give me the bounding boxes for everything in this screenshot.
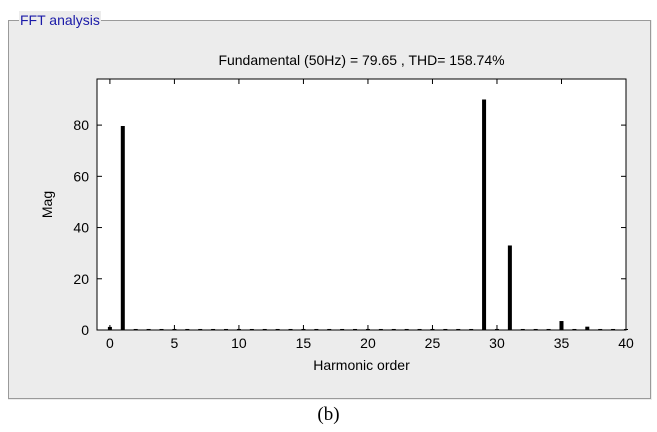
x-tick-label: 25 <box>425 335 441 351</box>
x-axis-label: Harmonic order <box>313 357 410 373</box>
bar-harmonic-39 <box>611 328 616 330</box>
chart-title: Fundamental (50Hz) = 79.65 , THD= 158.74… <box>218 52 504 68</box>
bar-harmonic-22 <box>391 328 396 330</box>
bar-harmonic-40 <box>624 328 628 330</box>
bar-harmonic-11 <box>249 328 254 330</box>
bar-harmonic-26 <box>443 328 448 330</box>
bar-harmonic-27 <box>456 328 461 330</box>
plot-area <box>96 78 627 331</box>
x-tick-label: 0 <box>106 335 114 351</box>
bar-harmonic-23 <box>404 328 409 330</box>
bar-harmonic-31 <box>507 245 512 330</box>
x-tick-label: 10 <box>231 335 247 351</box>
x-tick-label: 5 <box>171 335 179 351</box>
x-tick-label: 30 <box>489 335 505 351</box>
bar-harmonic-28 <box>469 328 474 330</box>
y-tick-label: 60 <box>73 168 89 184</box>
x-tick-label: 20 <box>360 335 376 351</box>
bars-layer <box>107 99 628 330</box>
bar-harmonic-15 <box>301 328 306 330</box>
bar-harmonic-29 <box>482 99 487 330</box>
x-tick-label: 15 <box>296 335 312 351</box>
bar-harmonic-24 <box>417 328 422 330</box>
y-tick-label: 80 <box>73 117 89 133</box>
bar-harmonic-5 <box>172 328 177 330</box>
bar-harmonic-10 <box>236 328 241 330</box>
groupbox-title: FFT analysis <box>19 11 101 29</box>
bar-harmonic-0 <box>107 326 112 330</box>
bar-harmonic-12 <box>262 328 267 330</box>
bar-harmonic-1 <box>120 125 125 330</box>
bar-harmonic-35 <box>559 321 564 330</box>
bar-harmonic-13 <box>275 328 280 330</box>
fft-groupbox <box>8 20 651 399</box>
bar-harmonic-21 <box>378 328 383 330</box>
ticks-layer: 0 5 10 15 20 25 30 35 40 0 20 40 60 80 <box>73 79 634 351</box>
bar-harmonic-33 <box>533 328 538 330</box>
bar-harmonic-37 <box>585 326 590 330</box>
bar-harmonic-20 <box>365 328 370 330</box>
bar-harmonic-36 <box>572 328 577 330</box>
bar-harmonic-8 <box>211 328 216 330</box>
bar-harmonic-7 <box>198 328 203 330</box>
bar-harmonic-25 <box>430 328 435 330</box>
bar-harmonic-3 <box>146 328 151 330</box>
bar-harmonic-16 <box>314 328 319 330</box>
y-tick-label: 0 <box>81 322 89 338</box>
x-tick-label: 35 <box>554 335 570 351</box>
bar-harmonic-14 <box>288 328 293 330</box>
bar-harmonic-19 <box>353 328 358 330</box>
y-axis-label: Mag <box>39 191 55 218</box>
bar-harmonic-18 <box>340 328 345 330</box>
figure-caption: (b) <box>317 404 340 425</box>
bar-harmonic-6 <box>185 328 190 330</box>
bar-harmonic-4 <box>159 328 164 330</box>
bar-harmonic-2 <box>133 328 138 330</box>
bar-harmonic-38 <box>598 328 603 330</box>
bar-harmonic-17 <box>327 328 332 330</box>
y-tick-label: 20 <box>73 271 89 287</box>
x-tick-label: 40 <box>618 335 634 351</box>
bar-harmonic-32 <box>520 328 525 330</box>
bar-harmonic-9 <box>224 328 229 330</box>
y-tick-label: 40 <box>73 220 89 236</box>
bar-harmonic-30 <box>494 328 499 330</box>
bar-harmonic-34 <box>546 328 551 330</box>
